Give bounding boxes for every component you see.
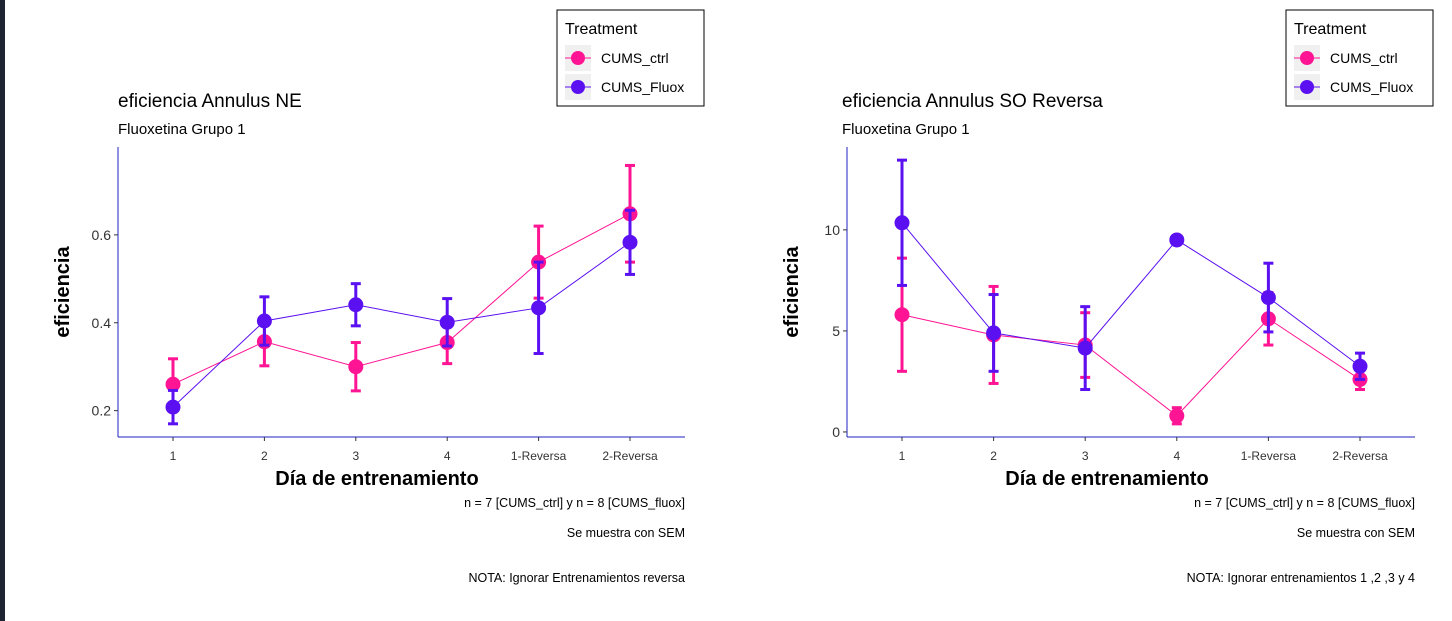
x-tick-label: 4 [444, 449, 451, 463]
x-tick-label: 1 [170, 449, 177, 463]
data-point [165, 376, 181, 392]
x-tick-label: 2-Reversa [602, 449, 658, 463]
x-axis-title: Día de entrenamiento [1005, 468, 1208, 490]
x-tick-label: 1-Reversa [1241, 449, 1297, 463]
legend-label-fluox: CUMS_Fluox [1330, 79, 1413, 95]
data-point [1260, 290, 1276, 306]
legend-title: Treatment [1294, 21, 1367, 38]
panel-annulus-ne: eficiencia Annulus NE Fluoxetina Grupo 1… [52, 9, 705, 585]
plot-area: 0.2 0.4 0.6 1 2 3 4 1-Reversa 2-Reversa [92, 147, 685, 463]
data-point [1077, 340, 1093, 356]
caption-n: n = 7 [CUMS_ctrl] y n = 8 [CUMS_fluox] [1194, 496, 1415, 510]
x-tick-label: 2 [261, 449, 268, 463]
legend-key-fluox [571, 80, 585, 94]
x-tick-label: 1-Reversa [511, 449, 567, 463]
data-point [1169, 408, 1185, 424]
y-tick-label: 0.2 [92, 403, 112, 419]
data-point [165, 399, 181, 415]
series-line [901, 314, 1361, 417]
data-point [622, 234, 638, 250]
data-point [531, 300, 547, 316]
x-tick-label: 2 [990, 449, 997, 463]
legend-label-ctrl: CUMS_ctrl [601, 50, 669, 66]
panel-annulus-so-reversa: eficiencia Annulus SO Reversa Fluoxetina… [781, 9, 1434, 585]
legend-key-ctrl [1300, 51, 1314, 65]
data-point [348, 359, 364, 375]
caption-note: NOTA: Ignorar entrenamientos 1 ,2 ,3 y 4 [1187, 571, 1415, 585]
data-point [348, 297, 364, 313]
chart-canvas: eficiencia Annulus NE Fluoxetina Grupo 1… [5, 0, 1452, 621]
legend-title: Treatment [565, 21, 638, 38]
chart-title: eficiencia Annulus NE [118, 91, 302, 112]
caption-note: NOTA: Ignorar Entrenamientos reversa [468, 571, 685, 585]
legend: Treatment CUMS_ctrl CUMS_Fluox [1285, 9, 1434, 107]
x-axis-title: Día de entrenamiento [275, 468, 478, 490]
legend-key-ctrl [571, 51, 585, 65]
x-tick-label: 2-Reversa [1332, 449, 1388, 463]
legend-label-ctrl: CUMS_ctrl [1330, 50, 1398, 66]
caption-sem: Se muestra con SEM [567, 526, 685, 540]
data-point [1169, 232, 1185, 248]
legend: Treatment CUMS_ctrl CUMS_Fluox [556, 9, 705, 107]
y-tick-label: 5 [832, 323, 840, 339]
chart-title: eficiencia Annulus SO Reversa [842, 91, 1103, 112]
data-point [256, 313, 272, 329]
data-point [439, 314, 455, 330]
data-point [1352, 358, 1368, 374]
chart-subtitle: Fluoxetina Grupo 1 [842, 121, 970, 138]
x-tick-label: 3 [352, 449, 359, 463]
y-tick-label: 0.6 [92, 227, 112, 243]
legend-key-fluox [1300, 80, 1314, 94]
x-tick-label: 4 [1173, 449, 1180, 463]
y-tick-label: 0.4 [92, 315, 112, 331]
legend-label-fluox: CUMS_Fluox [601, 79, 684, 95]
y-tick-label: 10 [824, 222, 840, 238]
plot-area: 0 5 10 1 2 3 4 1-Reversa 2-Reversa [824, 147, 1415, 463]
series-line [172, 213, 631, 385]
caption-n: n = 7 [CUMS_ctrl] y n = 8 [CUMS_fluox] [464, 496, 685, 510]
data-point [894, 215, 910, 231]
series-line [172, 241, 631, 408]
chart-subtitle: Fluoxetina Grupo 1 [118, 121, 246, 138]
data-point [986, 325, 1002, 341]
y-axis-title: eficiencia [52, 246, 74, 338]
series-line [901, 222, 1361, 367]
y-axis-title: eficiencia [781, 246, 803, 338]
caption-sem: Se muestra con SEM [1297, 526, 1415, 540]
data-point [894, 307, 910, 323]
charts-svg: eficiencia Annulus NE Fluoxetina Grupo 1… [52, 9, 1434, 585]
x-tick-label: 3 [1082, 449, 1089, 463]
y-tick-label: 0 [832, 424, 840, 440]
x-tick-label: 1 [899, 449, 906, 463]
